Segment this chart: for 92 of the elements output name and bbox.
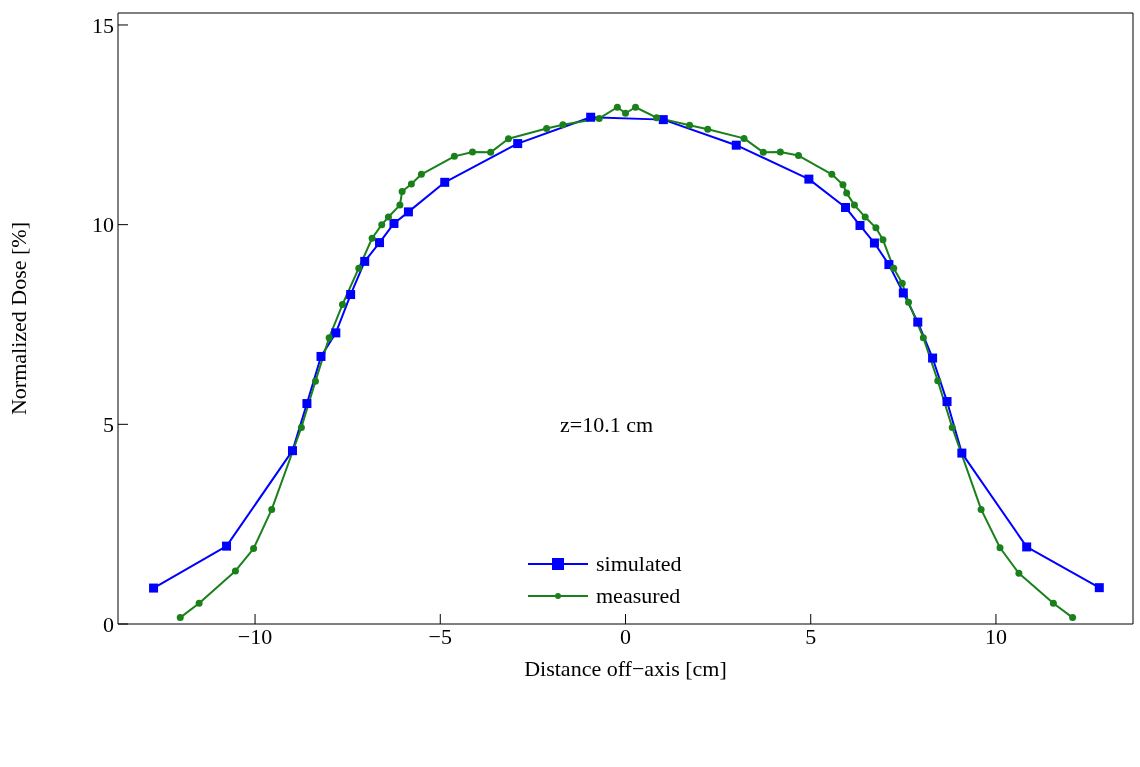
point xyxy=(222,541,232,551)
point xyxy=(957,448,967,458)
point xyxy=(375,238,385,248)
point xyxy=(302,399,312,409)
point xyxy=(869,238,879,248)
point xyxy=(731,140,741,150)
x-tick-label: −10 xyxy=(237,623,273,649)
y-axis-title: Normalized Dose [%] xyxy=(5,221,31,416)
point xyxy=(759,148,767,156)
point xyxy=(658,115,668,125)
point xyxy=(338,301,346,309)
point xyxy=(928,353,938,363)
point xyxy=(632,103,639,111)
point xyxy=(389,218,399,228)
point xyxy=(776,148,784,156)
point xyxy=(487,148,495,156)
legend-label: simulated xyxy=(596,551,682,577)
point xyxy=(977,505,985,513)
point xyxy=(704,125,712,133)
point xyxy=(1015,569,1023,577)
y-tick-label: 5 xyxy=(103,412,114,438)
point xyxy=(346,290,356,300)
point xyxy=(879,236,887,244)
point xyxy=(919,334,927,342)
point xyxy=(378,221,386,229)
point xyxy=(176,614,184,622)
point xyxy=(396,201,404,209)
point xyxy=(1094,583,1104,593)
point xyxy=(898,279,906,287)
point xyxy=(398,188,406,196)
annotation: z=10.1 cm xyxy=(560,412,654,438)
point xyxy=(407,180,415,188)
point xyxy=(403,207,413,217)
point xyxy=(311,377,319,385)
point xyxy=(843,189,851,197)
point xyxy=(513,139,523,149)
y-tick-label: 15 xyxy=(92,12,114,38)
point xyxy=(841,202,851,212)
point xyxy=(850,201,858,209)
point xyxy=(417,170,425,178)
point xyxy=(890,264,898,272)
point xyxy=(297,424,305,432)
point xyxy=(942,397,952,407)
x-tick-label: 5 xyxy=(805,623,817,649)
point xyxy=(872,224,880,232)
point xyxy=(450,152,458,160)
point xyxy=(250,545,258,553)
x-tick-label: −5 xyxy=(428,623,452,649)
point xyxy=(368,234,376,242)
point xyxy=(149,583,159,593)
point xyxy=(795,152,802,160)
point xyxy=(268,505,276,513)
x-tick-label: 10 xyxy=(984,623,1007,649)
point xyxy=(287,446,297,456)
point xyxy=(622,109,629,117)
point xyxy=(828,170,836,178)
point xyxy=(898,288,908,298)
point xyxy=(613,103,621,111)
point xyxy=(543,124,551,132)
x-axis-title: Distance off−axis [cm] xyxy=(524,656,727,681)
point xyxy=(1049,599,1057,607)
point xyxy=(740,134,748,142)
point xyxy=(384,213,392,221)
point xyxy=(195,599,203,607)
point xyxy=(440,177,450,187)
point xyxy=(804,174,814,184)
x-tick-label: 0 xyxy=(620,623,631,649)
point xyxy=(653,114,661,122)
point xyxy=(595,114,603,122)
point xyxy=(360,256,370,266)
point xyxy=(996,544,1004,552)
point xyxy=(586,112,596,122)
point xyxy=(231,567,239,575)
point xyxy=(469,148,477,156)
legend-label: measured xyxy=(596,583,681,609)
point xyxy=(331,328,341,338)
point xyxy=(905,298,913,306)
point xyxy=(934,377,942,385)
point xyxy=(316,351,326,361)
point xyxy=(1022,542,1032,552)
point xyxy=(948,424,956,432)
point xyxy=(559,121,567,129)
point xyxy=(325,334,333,342)
point xyxy=(839,181,847,189)
point xyxy=(504,135,512,143)
y-tick-label: 10 xyxy=(92,212,114,238)
point xyxy=(861,213,869,221)
point xyxy=(686,121,694,129)
point xyxy=(855,220,865,230)
point xyxy=(913,317,923,327)
point xyxy=(1069,614,1077,622)
point xyxy=(355,264,363,272)
